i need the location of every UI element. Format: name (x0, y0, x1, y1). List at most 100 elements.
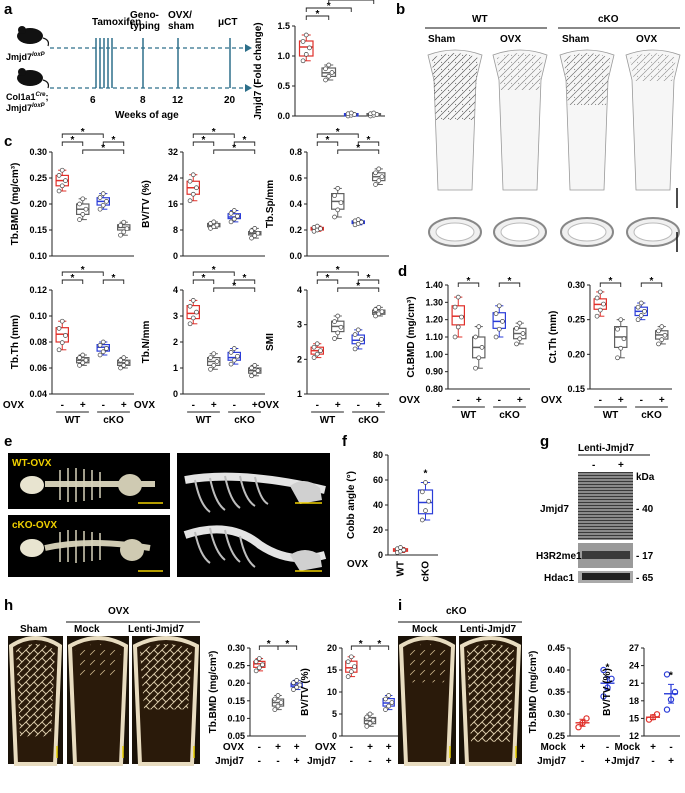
x-sign-label: - (457, 395, 460, 406)
y-tick-label: 18 (629, 696, 639, 706)
y-tick-label: 0.90 (425, 367, 443, 377)
data-point (663, 671, 671, 678)
data-point (600, 666, 607, 674)
y-tick-label: 21 (629, 678, 639, 688)
ovx-row-label: OVX (399, 395, 420, 406)
data-point (332, 214, 337, 220)
y-tick-label: 12 (629, 731, 639, 741)
data-point (355, 341, 361, 347)
data-point (335, 313, 341, 319)
data-point (608, 675, 615, 683)
h-sham-label: Sham (20, 624, 47, 635)
x-category-label: WT (396, 561, 407, 577)
data-point (249, 365, 254, 371)
mock-sign: + (580, 742, 586, 753)
data-point (59, 340, 65, 345)
data-point (355, 217, 361, 222)
data-point (345, 659, 351, 665)
event-ovx: OVX/sham (168, 10, 194, 32)
x-sign-label: - (233, 400, 236, 411)
data-point (473, 365, 478, 371)
data-point (228, 350, 234, 355)
data-point (56, 347, 62, 353)
data-point (459, 314, 464, 320)
ovx-row-label: OVX (3, 400, 24, 411)
data-point (228, 210, 234, 216)
y-tick-label: 5 (332, 709, 337, 719)
data-point (260, 662, 265, 668)
jmjd7-row-label: Jmjd7 (537, 756, 566, 767)
data-point (63, 333, 68, 338)
chart-c-tbn: 0 1 2 3 4 Tb.N/mm * * * * - + - + OVX WT cKO (134, 265, 265, 426)
data-point (594, 295, 600, 301)
skeleton-dorsal-cko (20, 530, 151, 563)
data-point (594, 313, 600, 319)
ovx-row-label: OVX (347, 559, 368, 570)
y-tick-label: 0.04 (29, 389, 47, 399)
jmjd7-sign: - (651, 756, 654, 767)
y-tick-label: 4 (297, 285, 302, 295)
data-point (476, 324, 482, 329)
data-point (59, 318, 65, 324)
significance-star: * (71, 135, 75, 146)
genotype-1: Jmjd7loxP (6, 52, 46, 62)
data-point (275, 693, 281, 698)
data-point (231, 216, 237, 222)
significance-star: * (467, 276, 471, 287)
ovx-sign: + (367, 742, 373, 753)
y-tick-label: 0.25 (547, 731, 565, 741)
data-point (455, 324, 461, 330)
data-point (77, 217, 82, 222)
y-tick-label: 15 (327, 665, 337, 675)
y-tick-label: 0.10 (227, 713, 245, 723)
jmjd7-sign: - (276, 756, 279, 767)
skeleton-lateral-wt (184, 472, 326, 513)
y-tick-label: 0.0 (277, 111, 290, 121)
significance-bracket (316, 133, 359, 138)
data-point (56, 173, 62, 178)
y-tick-label: 1 (173, 363, 178, 373)
significance-star: * (71, 273, 75, 284)
data-point (118, 223, 123, 228)
significance-star: * (367, 135, 371, 146)
significance-star: * (285, 639, 289, 650)
data-point (272, 707, 278, 712)
jmjd7-sign: + (294, 756, 300, 767)
significance-star: * (367, 273, 371, 284)
data-point (194, 309, 199, 315)
y-tick-label: 24 (629, 661, 639, 671)
data-point (187, 178, 193, 184)
mock-sign: - (669, 742, 672, 753)
y-tick-label: 0.8 (289, 147, 302, 157)
data-point (303, 51, 309, 57)
group-label-cko: cKO (499, 410, 520, 421)
data-point (235, 353, 240, 359)
jmjd7-sign: - (350, 756, 353, 767)
y-tick-label: 24 (168, 173, 178, 183)
x-sign-label: + (335, 400, 341, 411)
data-point (249, 373, 254, 379)
y-tick-label: 32 (168, 147, 178, 157)
data-point (190, 172, 196, 178)
ovx-sign: - (350, 742, 353, 753)
x-sign-label: + (252, 400, 258, 411)
data-point (656, 341, 661, 347)
significance-star: * (349, 0, 353, 4)
g-title: Lenti-Jmjd7 (578, 443, 635, 454)
x-sign-label: - (599, 395, 602, 406)
y-tick-label: 0.30 (547, 709, 565, 719)
data-point (249, 228, 254, 234)
data-point (326, 62, 332, 68)
chart-c-smi: 1 2 3 4 SMI * * * * - + - + OVX WT cKO (258, 265, 389, 426)
data-point (638, 300, 644, 306)
y-tick-label: 0.06 (29, 363, 47, 373)
data-point (275, 703, 281, 709)
data-point (104, 199, 109, 204)
i-section-mock (398, 636, 456, 766)
y-tick-label: 10 (327, 687, 337, 697)
b-wt-label: WT (472, 14, 488, 25)
significance-star: * (212, 265, 216, 276)
data-point (371, 110, 377, 116)
jmjd7-sign: - (258, 756, 261, 767)
